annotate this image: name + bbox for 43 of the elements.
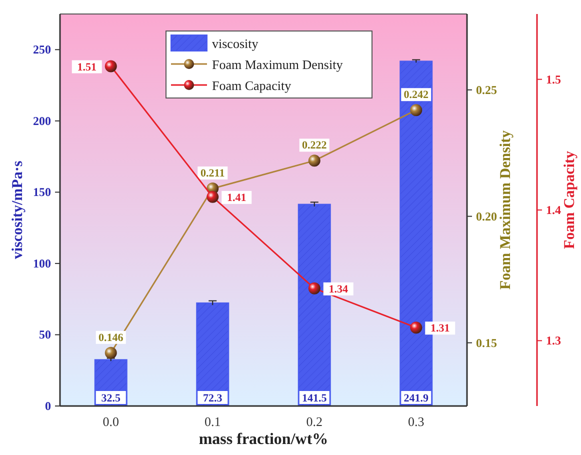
point <box>308 154 320 167</box>
data-label: 0.242 <box>404 89 429 102</box>
x-tick-label: 0.2 <box>306 414 322 429</box>
data-label: 72.3 <box>203 392 223 404</box>
y2-tick-label: 0.20 <box>476 209 497 224</box>
data-label: 0.146 <box>98 332 124 344</box>
y-tick-label: 250 <box>33 42 51 57</box>
legend-label: viscosity <box>212 36 259 51</box>
y3-tick-label: 1.3 <box>546 334 561 348</box>
data-label: 32.5 <box>101 392 121 404</box>
y-tick-label: 50 <box>39 328 51 342</box>
bar <box>298 204 331 406</box>
point <box>410 322 422 334</box>
legend-label: Foam Maximum Density <box>212 57 344 72</box>
y-tick-label: 0 <box>45 399 51 413</box>
x-tick-label: 0.1 <box>204 414 221 429</box>
y3-axis-title: Foam Capacity <box>562 150 578 249</box>
y2-axis-title: Foam Maximum Density <box>498 130 514 290</box>
data-label: 241.9 <box>404 392 429 404</box>
data-label: 0.211 <box>200 168 225 180</box>
x-tick-label: 0.0 <box>102 414 119 429</box>
data-label: 1.34 <box>328 283 348 296</box>
point <box>104 60 117 72</box>
point <box>104 346 117 359</box>
y-tick-label: 200 <box>33 114 51 128</box>
y2-tick-label: 0.25 <box>476 82 497 97</box>
legend-label: Foam Capacity <box>212 78 292 93</box>
data-label: 141.5 <box>302 392 328 404</box>
y-tick-label: 150 <box>33 185 51 200</box>
data-label: 0.222 <box>302 140 328 152</box>
data-label: 1.41 <box>227 192 246 204</box>
y-tick-label: 100 <box>33 256 51 270</box>
x-tick-label: 0.3 <box>408 414 424 429</box>
point <box>308 282 320 294</box>
y2-tick-label: 0.15 <box>476 336 497 350</box>
data-label: 1.31 <box>430 322 450 335</box>
y3-tick-label: 1.4 <box>546 203 561 217</box>
data-label: 1.51 <box>77 61 96 74</box>
y-axis-title: viscosity/mPa·s <box>10 160 26 260</box>
point <box>410 104 422 116</box>
x-axis-title: mass fraction/wt% <box>198 431 328 448</box>
y3-tick-label: 1.5 <box>546 72 561 86</box>
point <box>206 190 219 203</box>
